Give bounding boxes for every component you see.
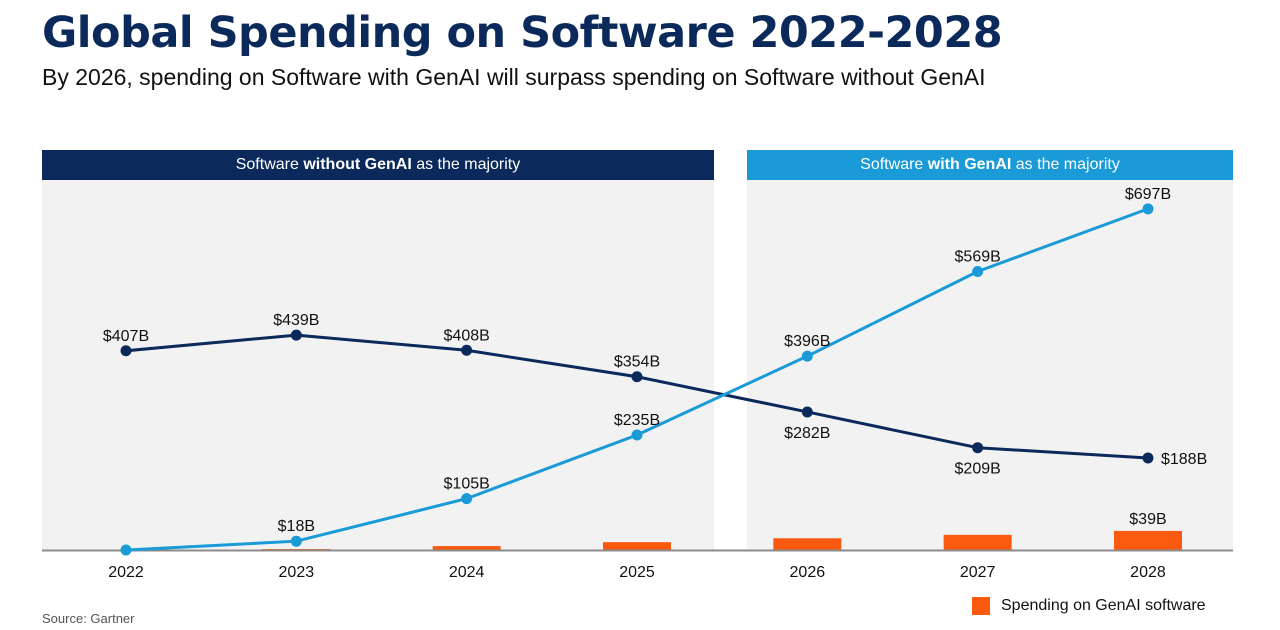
data-label-without-genai-2028: $188B	[1161, 451, 1207, 468]
data-labels-layer: $407B $439B $408B $354B $282B $209B $188B $18B $…	[103, 186, 1207, 535]
legend: Spending on GenAI software	[972, 595, 1206, 617]
legend-label-genai-software: Spending on GenAI software	[1001, 597, 1206, 614]
point-with-genai-2022	[120, 544, 132, 556]
data-label-without-genai-2023: $439B	[273, 312, 319, 329]
points-layer	[120, 203, 1154, 556]
point-without-genai-2024	[461, 344, 473, 356]
chart-title: Global Spending on Software 2022-2028	[42, 8, 1003, 58]
point-without-genai-2022	[120, 345, 132, 357]
point-with-genai-2025	[631, 429, 643, 441]
band-left-bold: without GenAI	[303, 156, 412, 173]
point-with-genai-2024	[461, 493, 473, 505]
point-without-genai-2025	[631, 371, 643, 383]
band-left-suffix: as the majority	[411, 156, 521, 173]
x-tick-label-2024: 2024	[449, 564, 485, 581]
bar-label-2028: $39B	[1129, 511, 1166, 528]
point-with-genai-2027	[972, 265, 984, 277]
panel-without-genai	[42, 180, 714, 550]
data-label-without-genai-2025: $354B	[614, 354, 660, 371]
point-with-genai-2026	[801, 350, 813, 362]
genai-software-bar-2025	[602, 542, 671, 550]
data-label-without-genai-2022: $407B	[103, 328, 149, 345]
band-without-genai: Software without GenAI as the majority	[42, 150, 714, 180]
x-tick-label-2022: 2022	[108, 564, 144, 581]
band-right-bold: with GenAI	[927, 156, 1012, 173]
point-without-genai-2026	[801, 406, 813, 418]
legend-swatch-genai-software	[972, 597, 990, 615]
panel-with-genai	[747, 180, 1233, 550]
x-axis-ticks: 2022 2023 2024 2025 2026 2027 2028	[108, 564, 1166, 581]
data-label-with-genai-2027: $569B	[955, 248, 1001, 265]
data-label-with-genai-2025: $235B	[614, 412, 660, 429]
data-label-with-genai-2028: $697B	[1125, 186, 1171, 203]
data-label-with-genai-2026: $396B	[784, 333, 830, 350]
band-left-prefix: Software	[235, 156, 304, 173]
data-label-with-genai-2024: $105B	[444, 476, 490, 493]
source-note: Source: Gartner	[42, 611, 135, 626]
point-without-genai-2028	[1142, 452, 1154, 464]
genai-software-bar-2024	[432, 546, 501, 550]
point-with-genai-2023	[290, 535, 302, 547]
x-tick-label-2023: 2023	[279, 564, 315, 581]
genai-software-bar-2027	[943, 534, 1012, 550]
point-with-genai-2028	[1142, 203, 1154, 215]
genai-software-bar-2028	[1113, 530, 1182, 550]
chart-subtitle: By 2026, spending on Software with GenAI…	[42, 64, 986, 90]
x-tick-label-2028: 2028	[1130, 564, 1166, 581]
data-label-without-genai-2027: $209B	[955, 461, 1001, 478]
genai-software-bar-2026	[773, 538, 842, 550]
data-label-without-genai-2026: $282B	[784, 425, 830, 442]
data-label-with-genai-2023: $18B	[278, 518, 315, 535]
point-without-genai-2023	[290, 329, 302, 341]
band-right-suffix: as the majority	[1011, 156, 1120, 173]
x-tick-label-2025: 2025	[619, 564, 655, 581]
data-label-without-genai-2024: $408B	[444, 327, 490, 344]
band-with-genai: Software with GenAI as the majority	[747, 150, 1233, 180]
point-without-genai-2027	[972, 442, 984, 454]
x-tick-label-2026: 2026	[790, 564, 826, 581]
bars-layer	[262, 530, 1182, 550]
x-tick-label-2027: 2027	[960, 564, 996, 581]
band-right-prefix: Software	[860, 156, 928, 173]
